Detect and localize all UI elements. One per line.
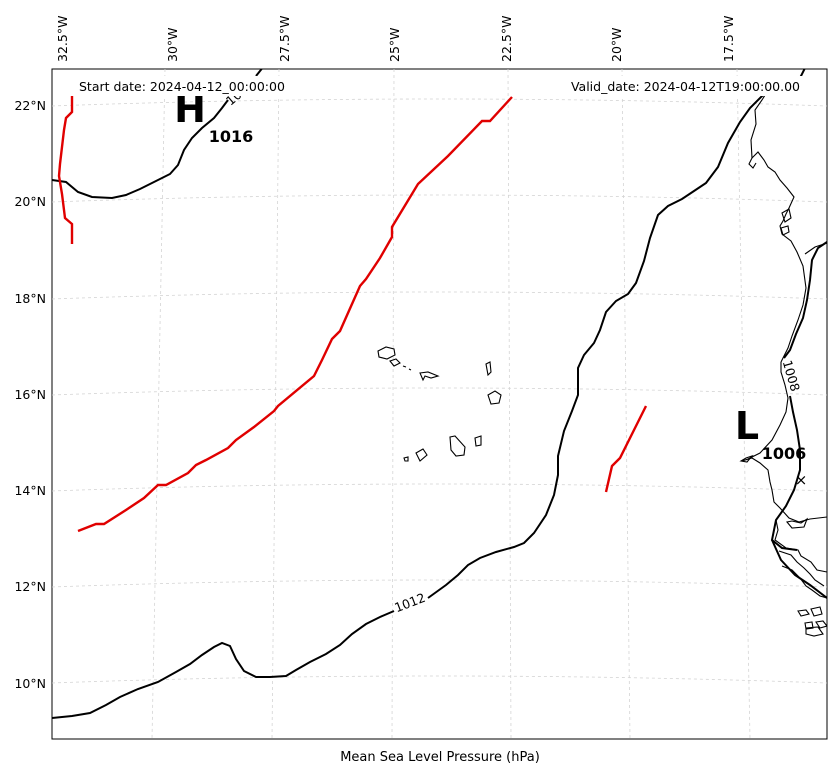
map-caption: Mean Sea Level Pressure (hPa)	[340, 750, 540, 765]
western-sahara-coast-upper	[748, 157, 757, 169]
fronts	[57, 88, 648, 533]
island-santo-antao	[377, 346, 396, 360]
meridian-22-5w	[507, 69, 512, 739]
lon-tick-label: 20°W	[609, 27, 624, 62]
parallel-14n	[52, 483, 827, 492]
lat-tick-label: 16°N	[14, 387, 46, 402]
front-main	[77, 96, 513, 533]
senegal-coast	[741, 362, 827, 523]
lon-tick-label: 27.5°W	[277, 16, 292, 62]
meridian-30w	[151, 69, 166, 739]
meridian-25w	[391, 69, 395, 739]
isobar-1016	[52, 99, 229, 200]
low-pressure-value: 1006	[762, 444, 807, 463]
lon-tick-label: 32.5°W	[55, 16, 70, 62]
lat-tick-label: 22°N	[14, 98, 46, 113]
lon-tick-label: 30°W	[165, 27, 180, 62]
low-pressure-letter: L	[735, 404, 759, 448]
cape-verde-islands	[377, 346, 502, 462]
island-boa-vista	[487, 390, 502, 405]
longitude-axis: 32.5°W 30°W 27.5°W 25°W 22.5°W 20°W 17.5…	[55, 16, 736, 62]
parallel-20n	[52, 194, 827, 203]
island-sao-nicolau	[419, 371, 440, 382]
low-center-marker: ×	[795, 471, 808, 489]
island-maio	[474, 435, 482, 447]
lat-tick-label: 12°N	[14, 579, 46, 594]
banc-arguin-islets	[780, 208, 792, 236]
guinea-bissau-coast	[774, 519, 827, 599]
bissagos-islands	[797, 606, 827, 637]
cap-vert	[739, 454, 754, 463]
map-frame	[51, 68, 828, 740]
isobar-1004-frag	[771, 539, 827, 599]
island-santiago	[449, 435, 466, 457]
meridian-27-5w	[271, 69, 280, 739]
meridian-20w	[621, 69, 631, 739]
parallel-16n	[52, 387, 827, 396]
lat-tick-label: 10°N	[14, 676, 46, 691]
island-sal	[485, 361, 492, 377]
isobar-1012	[52, 89, 773, 719]
lat-tick-label: 18°N	[14, 291, 46, 306]
lon-tick-label: 22.5°W	[499, 16, 514, 62]
mauritania-coast	[750, 91, 807, 363]
lon-tick-label: 17.5°W	[721, 16, 736, 62]
lat-tick-label: 20°N	[14, 194, 46, 209]
lon-tick-label: 25°W	[387, 27, 402, 62]
front-east	[604, 405, 648, 493]
front-far-west	[57, 88, 74, 244]
header-mask-right	[540, 76, 804, 96]
island-brava	[403, 456, 409, 462]
parallel-12n	[52, 579, 827, 588]
isobar-1008	[770, 241, 827, 551]
island-fogo	[415, 448, 428, 462]
start-date-label: Start date: 2024-04-12_00:00:00	[79, 79, 285, 94]
africa-coastline	[739, 91, 827, 637]
valid-date-label: Valid_date: 2024-04-12T19:00:00.00	[571, 79, 800, 94]
parallel-18n	[52, 291, 827, 300]
latitude-axis: 22°N 20°N 18°N 16°N 14°N 12°N 10°N	[14, 98, 46, 691]
island-sao-vicente	[389, 358, 401, 367]
gambia-estuary	[785, 517, 809, 529]
island-santa-luzia	[402, 365, 412, 371]
parallel-22n	[52, 98, 827, 107]
high-pressure-value: 1016	[209, 127, 254, 146]
isobar-1016-top	[255, 69, 263, 77]
lat-tick-label: 14°N	[14, 483, 46, 498]
header-mask-left	[70, 76, 316, 96]
meridian-17-5w	[736, 69, 751, 739]
